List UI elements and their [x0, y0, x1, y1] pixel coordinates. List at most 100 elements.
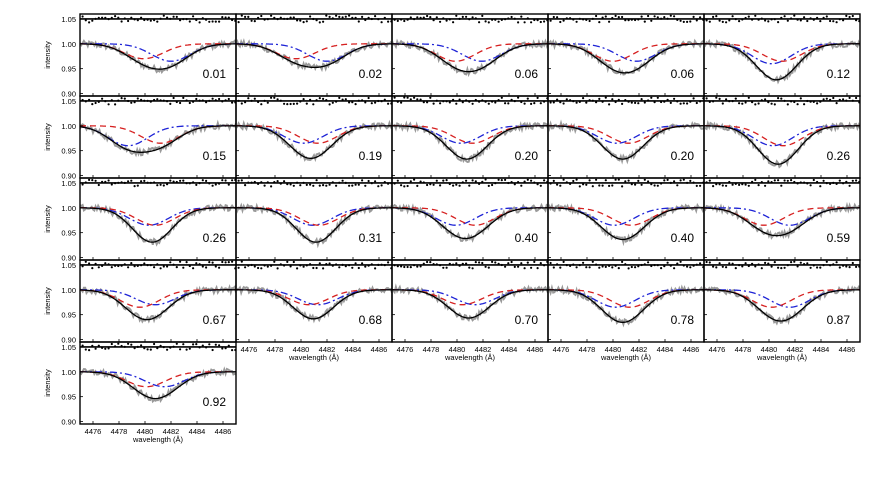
residual-point [133, 18, 136, 21]
residual-point [413, 264, 416, 267]
residual-point [461, 181, 464, 184]
residual-point [803, 181, 806, 184]
residual-point [822, 264, 825, 267]
residual-point [380, 100, 383, 103]
residual-point [604, 15, 607, 18]
residual-point [799, 261, 802, 264]
residual-point [640, 263, 643, 267]
residual-point [751, 262, 754, 265]
residual-point [260, 267, 263, 270]
x-tick-label: 4480 [449, 345, 466, 354]
residual-point [497, 20, 500, 23]
residual-point [175, 100, 178, 104]
y-tick-label: 0.90 [61, 418, 76, 427]
residual-point [816, 16, 819, 19]
residual-point [331, 17, 334, 20]
residual-point [185, 348, 188, 351]
residual-point [435, 16, 438, 19]
residual-point [403, 265, 406, 269]
panel-frame [547, 177, 705, 261]
residual-point [276, 18, 279, 21]
residual-point [738, 183, 741, 186]
residual-point [825, 97, 828, 100]
panel-plot-area [548, 96, 704, 165]
residual-point [634, 183, 637, 186]
residual-point [458, 98, 461, 101]
residual-point [97, 100, 100, 103]
residual-point [276, 267, 279, 270]
residual-point [198, 99, 201, 102]
residual-point [569, 182, 572, 185]
panel-9: 0.20 [547, 95, 705, 179]
residual-point [130, 16, 133, 19]
residual-point [767, 180, 770, 183]
residual-point [231, 18, 234, 22]
residual-point [530, 102, 533, 105]
residual-point [777, 266, 780, 269]
residual-point [783, 266, 786, 269]
fit-total-line [548, 289, 704, 323]
residual-point [565, 264, 568, 267]
residual-point [539, 262, 542, 265]
residual-point [400, 18, 403, 21]
residual-point [201, 265, 204, 268]
residual-point [107, 347, 110, 350]
panel-2: 0.02 [235, 13, 393, 97]
residual-point [335, 100, 338, 103]
residual-point [689, 179, 692, 182]
residual-point [231, 260, 234, 263]
residual-point [253, 265, 256, 268]
residual-point [127, 19, 130, 23]
residual-point [751, 101, 754, 104]
residual-point [666, 261, 669, 264]
residual-point [601, 100, 604, 103]
y-tick-label: 0.95 [61, 147, 76, 156]
residual-point [127, 266, 130, 269]
residual-point [770, 181, 773, 184]
residual-point [357, 20, 360, 23]
residual-point [156, 184, 159, 187]
residual-point [650, 19, 653, 22]
residual-point [107, 103, 110, 106]
residual-point [227, 97, 230, 101]
residual-point [179, 19, 182, 22]
phase-label: 0.06 [671, 67, 695, 81]
residual-point [809, 100, 812, 103]
residual-point [104, 262, 107, 265]
residual-point [237, 179, 240, 182]
residual-point [166, 100, 169, 103]
residual-point [400, 265, 403, 268]
residual-point [435, 99, 438, 102]
residual-point [361, 15, 364, 18]
residual-point [533, 102, 536, 105]
residual-point [273, 16, 276, 19]
residual-point [195, 97, 198, 101]
panel-plot-area [80, 96, 236, 158]
residual-point [442, 17, 445, 20]
y-tick-label: 1.05 [61, 15, 76, 24]
residual-point [676, 262, 679, 265]
residual-point [419, 180, 422, 183]
residual-point [754, 14, 757, 17]
residual-point [767, 262, 770, 265]
residual-point [721, 184, 724, 187]
residual-point [162, 265, 165, 268]
residual-point [543, 20, 546, 23]
residual-point [478, 21, 481, 24]
residual-point [380, 184, 383, 187]
residual-point [851, 261, 854, 265]
residual-point [803, 263, 806, 266]
residual-point [344, 15, 347, 18]
residual-point [192, 100, 195, 103]
residual-point [328, 183, 331, 186]
residual-point [292, 260, 295, 264]
residual-point [188, 347, 191, 350]
residual-point [380, 263, 383, 266]
residual-point [84, 260, 87, 263]
panel-frame [703, 13, 861, 97]
residual-point [377, 18, 380, 21]
y-tick-label: 0.95 [61, 393, 76, 402]
observed-spectrum-line [236, 38, 392, 73]
residual-point [172, 263, 175, 266]
y-tick-label: 0.90 [61, 90, 76, 99]
